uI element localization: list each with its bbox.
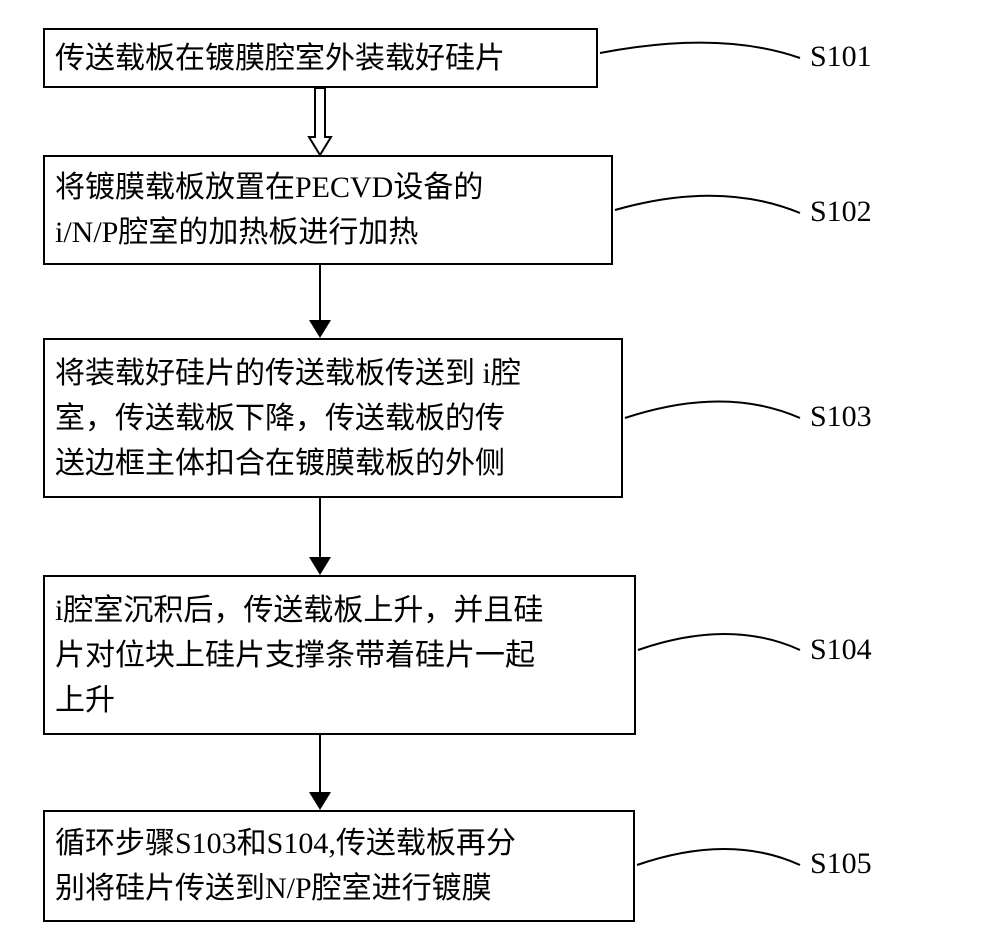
step-box-s102: 将镀膜载板放置在PECVD设备的 i/N/P腔室的加热板进行加热 bbox=[43, 155, 613, 265]
lead-line-s101 bbox=[596, 26, 804, 62]
flow-arrow-s102-to-s103 bbox=[307, 265, 333, 338]
step-box-s103: 将装载好硅片的传送载板传送到 i腔 室，传送载板下降，传送载板的传 送边框主体扣… bbox=[43, 338, 623, 498]
step-text-s104: i腔室沉积后，传送载板上升，并且硅 片对位块上硅片支撑条带着硅片一起 上升 bbox=[55, 588, 543, 723]
flow-arrow-s104-to-s105 bbox=[307, 735, 333, 810]
step-box-s104: i腔室沉积后，传送载板上升，并且硅 片对位块上硅片支撑条带着硅片一起 上升 bbox=[43, 575, 636, 735]
flow-arrow-s101-to-s102 bbox=[307, 88, 333, 155]
lead-line-s105 bbox=[633, 829, 804, 869]
step-label-s103: S103 bbox=[810, 400, 872, 434]
step-text-s102: 将镀膜载板放置在PECVD设备的 i/N/P腔室的加热板进行加热 bbox=[55, 165, 483, 255]
step-text-s103: 将装载好硅片的传送载板传送到 i腔 室，传送载板下降，传送载板的传 送边框主体扣… bbox=[55, 351, 521, 486]
step-box-s105: 循环步骤S103和S104,传送载板再分 别将硅片传送到N/P腔室进行镀膜 bbox=[43, 810, 635, 922]
lead-line-s102 bbox=[611, 176, 804, 217]
step-text-s105: 循环步骤S103和S104,传送载板再分 别将硅片传送到N/P腔室进行镀膜 bbox=[55, 821, 516, 911]
step-box-s101: 传送载板在镀膜腔室外装载好硅片 bbox=[43, 28, 598, 88]
lead-line-s103 bbox=[621, 381, 804, 422]
step-label-s104: S104 bbox=[810, 633, 872, 667]
flow-arrow-s103-to-s104 bbox=[307, 498, 333, 575]
step-text-s101: 传送载板在镀膜腔室外装载好硅片 bbox=[55, 36, 505, 81]
step-label-s105: S105 bbox=[810, 847, 872, 881]
step-label-s102: S102 bbox=[810, 195, 872, 229]
lead-line-s104 bbox=[634, 614, 804, 654]
step-label-s101: S101 bbox=[810, 40, 872, 74]
